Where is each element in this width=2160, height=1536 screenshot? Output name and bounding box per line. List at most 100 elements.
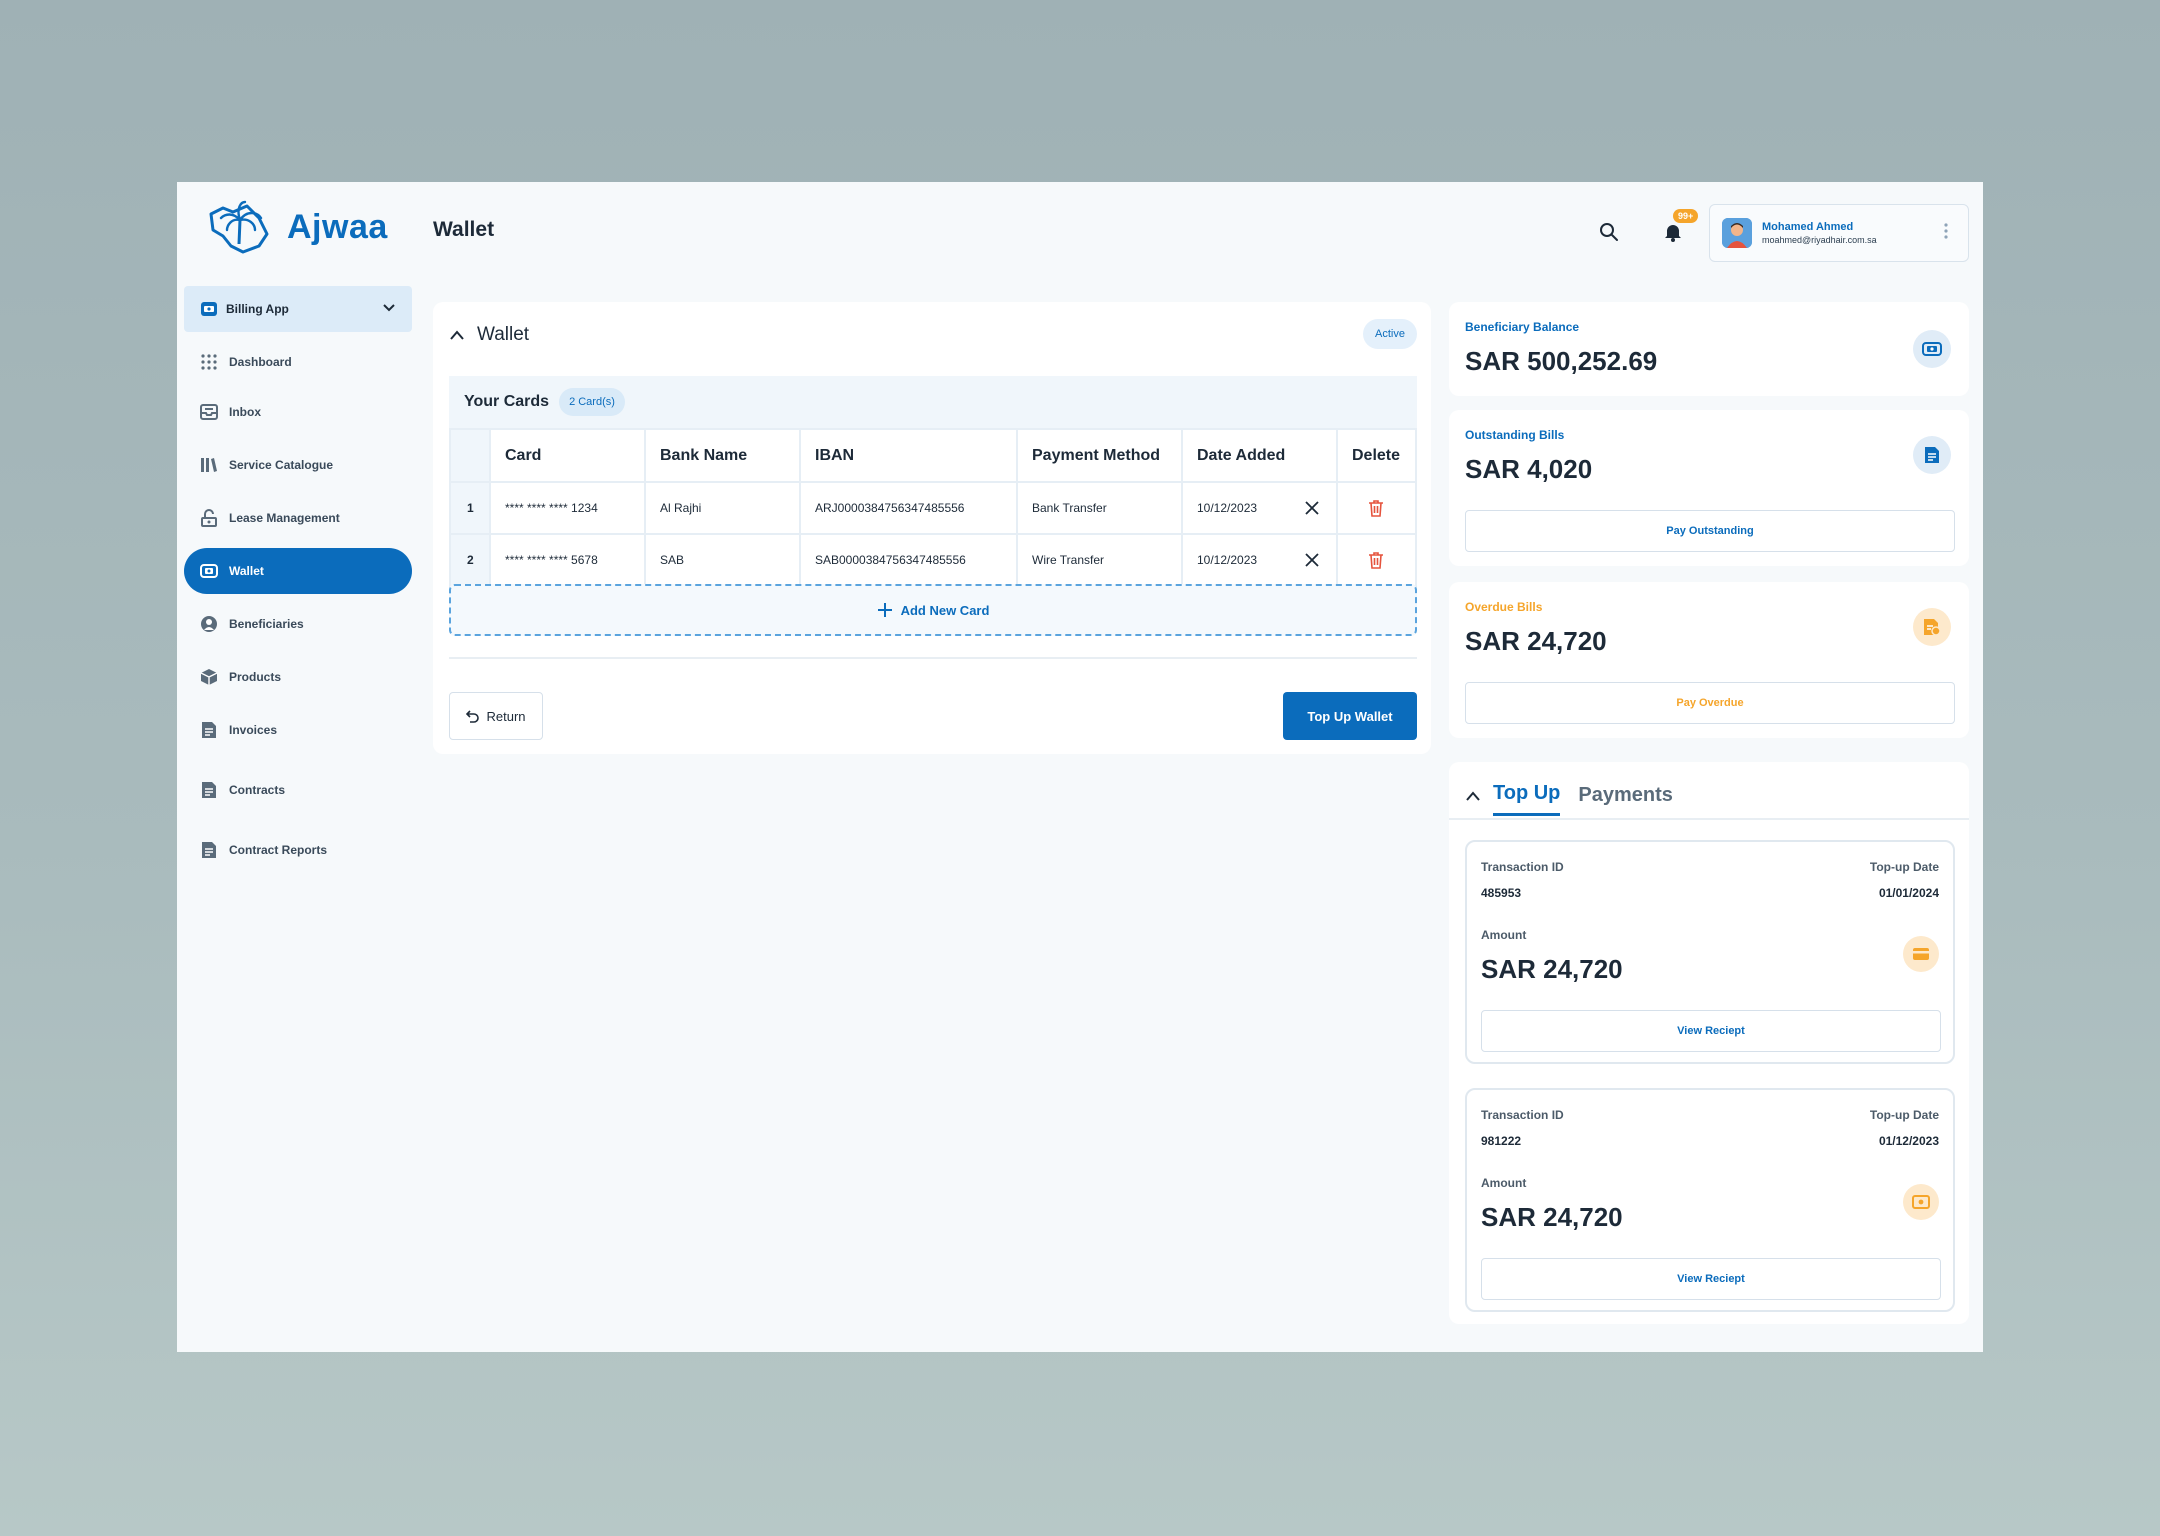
top-up-wallet-button[interactable]: Top Up Wallet xyxy=(1283,692,1417,740)
close-icon[interactable] xyxy=(1304,500,1320,516)
sidebar-item-label: Service Catalogue xyxy=(229,458,334,472)
books-icon xyxy=(200,456,218,474)
sidebar-item-service-catalogue[interactable]: Service Catalogue xyxy=(184,442,412,488)
chevron-up-icon[interactable] xyxy=(1465,790,1481,802)
bank-name: Al Rajhi xyxy=(644,481,801,535)
sidebar-item-label: Dashboard xyxy=(229,355,292,369)
top-up-date-label: Top-up Date xyxy=(1869,1108,1939,1122)
user-circle-icon xyxy=(200,615,218,633)
overdue-bills-card: Overdue Bills SAR 24,720 Pay Overdue xyxy=(1449,582,1969,738)
column-header-delete: Delete xyxy=(1336,428,1417,483)
stat-value: SAR 4,020 xyxy=(1465,454,1593,484)
top-up-date: 01/01/2024 xyxy=(1878,886,1939,900)
sidebar-item-wallet[interactable]: Wallet xyxy=(184,548,412,594)
close-icon[interactable] xyxy=(1304,552,1320,568)
box-icon xyxy=(200,668,218,686)
status-badge: Active xyxy=(1363,319,1417,349)
wallet-panel-header[interactable]: Wallet xyxy=(449,324,529,346)
transactions-tabs: Top Up Payments xyxy=(1465,782,1673,816)
user-name: Mohamed Ahmed xyxy=(1762,221,1854,233)
return-button[interactable]: Return xyxy=(449,692,543,740)
sidebar-item-label: Inbox xyxy=(229,405,261,419)
logo-icon xyxy=(209,200,269,254)
cards-table: Card Bank Name IBAN Payment Method Date … xyxy=(449,428,1417,587)
top-up-date: 01/12/2023 xyxy=(1878,1134,1939,1148)
date-added: 10/12/2023 xyxy=(1197,553,1258,567)
sidebar-item-invoices[interactable]: Invoices xyxy=(184,707,412,753)
table-row: 2 **** **** **** 5678 SAB SAB00003847563… xyxy=(449,533,1417,587)
transaction-card: Transaction ID 485953 Top-up Date 01/01/… xyxy=(1465,840,1955,1064)
user-menu[interactable]: Mohamed Ahmed moahmed@riyadhair.com.sa xyxy=(1709,204,1969,262)
view-receipt-button[interactable]: View Reciept xyxy=(1481,1258,1941,1300)
sidebar-item-products[interactable]: Products xyxy=(184,654,412,700)
tab-top-up[interactable]: Top Up xyxy=(1493,782,1561,816)
search-icon[interactable] xyxy=(1595,218,1623,246)
trash-icon[interactable] xyxy=(1368,499,1415,517)
stat-label: Overdue Bills xyxy=(1465,600,1543,614)
cards-section-header: Your Cards 2 Card(s) xyxy=(449,376,1417,428)
view-receipt-button[interactable]: View Reciept xyxy=(1481,1010,1941,1052)
stat-value: SAR 500,252.69 xyxy=(1465,346,1658,376)
pay-overdue-button[interactable]: Pay Overdue xyxy=(1465,682,1955,724)
notification-badge: 99+ xyxy=(1673,209,1699,223)
sidebar-item-contracts[interactable]: Contracts xyxy=(184,767,412,813)
amount-value: SAR 24,720 xyxy=(1481,1202,1623,1232)
notification-bell-icon[interactable]: 99+ xyxy=(1659,209,1699,246)
card-icon xyxy=(1903,936,1939,972)
user-email: moahmed@riyadhair.com.sa xyxy=(1762,235,1877,245)
user-info: Mohamed Ahmed moahmed@riyadhair.com.sa xyxy=(1762,221,1877,245)
app-logo[interactable]: Ajwaa xyxy=(203,196,388,258)
trash-icon[interactable] xyxy=(1368,551,1415,569)
cash-icon xyxy=(1903,1184,1939,1220)
billing-app-icon xyxy=(200,300,218,318)
bank-name: SAB xyxy=(644,533,801,587)
logo-text: Ajwaa xyxy=(287,207,388,246)
column-header-bank: Bank Name xyxy=(644,428,801,483)
wallet-title: Wallet xyxy=(477,324,530,345)
inbox-icon xyxy=(200,403,218,421)
add-new-card-button[interactable]: Add New Card xyxy=(449,584,1417,636)
wallet-icon xyxy=(1913,330,1951,368)
document-icon xyxy=(200,721,218,739)
sidebar-item-beneficiaries[interactable]: Beneficiaries xyxy=(184,601,412,647)
add-new-card-label: Add New Card xyxy=(900,602,990,618)
cards-count-badge: 2 Card(s) xyxy=(559,388,625,416)
tabs-divider xyxy=(1449,818,1969,820)
sidebar-item-inbox[interactable]: Inbox xyxy=(184,389,412,435)
column-header-card: Card xyxy=(489,428,646,483)
iban: SAB0000384756347485556 xyxy=(799,533,1018,587)
avatar xyxy=(1722,218,1752,248)
wallet-icon xyxy=(200,562,218,580)
app-switcher-label: Billing App xyxy=(226,302,289,316)
sidebar-item-dashboard[interactable]: Dashboard xyxy=(184,339,412,385)
sidebar: Billing App Dashboard Inbox Service Cata… xyxy=(184,286,412,873)
sidebar-item-label: Contracts xyxy=(229,783,286,797)
card-number: **** **** **** 5678 xyxy=(489,533,646,587)
date-added-cell: 10/12/2023 xyxy=(1181,481,1338,535)
top-header: Ajwaa Wallet 99+ Mohamed Ahmed moahmed@r… xyxy=(177,182,1983,282)
sidebar-item-label: Contract Reports xyxy=(229,843,328,857)
payment-method: Bank Transfer xyxy=(1016,481,1183,535)
wallet-panel: Wallet Active Your Cards 2 Card(s) Card … xyxy=(433,302,1431,754)
overdue-bill-icon xyxy=(1913,608,1951,646)
sidebar-item-lease-management[interactable]: Lease Management xyxy=(184,495,412,541)
sidebar-item-label: Beneficiaries xyxy=(229,617,304,631)
beneficiary-balance-card: Beneficiary Balance SAR 500,252.69 xyxy=(1449,302,1969,396)
app-switcher[interactable]: Billing App xyxy=(184,286,412,332)
column-header-date-added: Date Added xyxy=(1181,428,1338,483)
sidebar-item-contract-reports[interactable]: Contract Reports xyxy=(184,827,412,873)
payment-method: Wire Transfer xyxy=(1016,533,1183,587)
stat-label: Beneficiary Balance xyxy=(1465,320,1580,334)
plus-icon xyxy=(877,603,892,617)
row-number-header xyxy=(449,428,491,483)
tab-payments[interactable]: Payments xyxy=(1578,783,1673,806)
transaction-card: Transaction ID 981222 Top-up Date 01/12/… xyxy=(1465,1088,1955,1312)
pay-outstanding-button[interactable]: Pay Outstanding xyxy=(1465,510,1955,552)
chevron-up-icon[interactable] xyxy=(449,329,465,341)
transaction-id: 485953 xyxy=(1481,886,1522,900)
kebab-menu-icon[interactable] xyxy=(1944,223,1948,239)
stat-value: SAR 24,720 xyxy=(1465,626,1607,656)
date-added: 10/12/2023 xyxy=(1197,501,1258,515)
transaction-id-label: Transaction ID xyxy=(1481,1108,1564,1122)
outstanding-bills-card: Outstanding Bills SAR 4,020 Pay Outstand… xyxy=(1449,410,1969,566)
